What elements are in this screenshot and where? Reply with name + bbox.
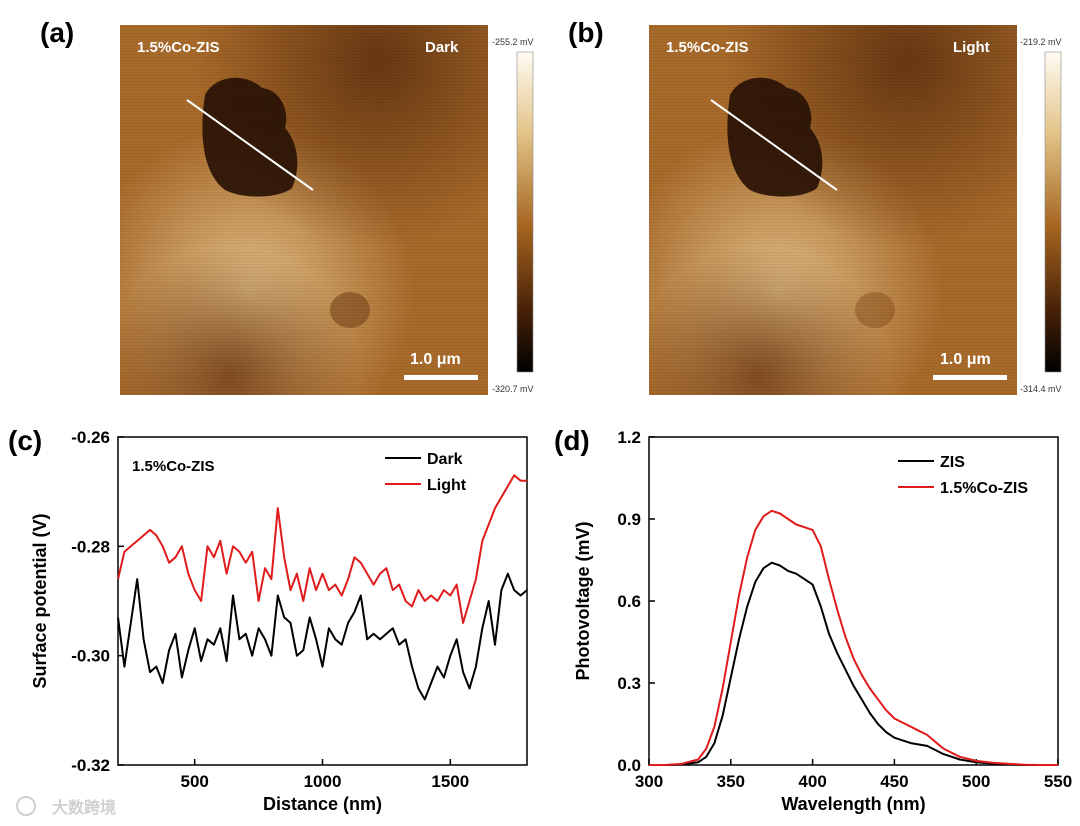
y-axis-title: Surface potential (V) [30, 513, 50, 688]
watermark-logo-icon [16, 796, 36, 816]
y-tick-label: 0.3 [617, 674, 641, 693]
x-tick-label: 1000 [304, 772, 342, 791]
colorbar-gradient-a [516, 51, 534, 373]
y-tick-label: 0.9 [617, 510, 641, 529]
chart-surface-potential: 500 1000 1500 -0.32 -0.30 -0.28 -0.26 Distance … [30, 428, 528, 814]
legend-label: ZIS [940, 454, 965, 471]
watermark-text: 大数跨境 [52, 798, 116, 817]
x-axis-title: Wavelength (nm) [781, 794, 925, 814]
y-axis-title: Photovoltage (mV) [573, 521, 593, 680]
y-tick-label: -0.30 [71, 647, 110, 666]
legend-label: Dark [427, 451, 463, 468]
panel-b-label: (b) [568, 17, 604, 48]
scale-bar-b [933, 375, 1007, 380]
legend-label: Light [427, 477, 467, 494]
chart-annotation: 1.5%Co-ZIS [132, 458, 215, 475]
x-tick-label: 400 [798, 772, 826, 791]
scan-lines-b [649, 25, 1017, 395]
y-tick-label: 1.2 [617, 428, 641, 447]
x-tick-label: 1500 [431, 772, 469, 791]
colorbar-max-a: -255.2 mV [492, 37, 534, 47]
afm-image-b: 1.5%Co-ZIS Light 1.0 μm [649, 25, 1017, 395]
x-axis-title: Distance (nm) [263, 794, 382, 814]
sample-label-a: 1.5%Co-ZIS [137, 39, 220, 56]
y-tick-label: -0.28 [71, 537, 110, 556]
x-tick-label: 500 [962, 772, 990, 791]
series-line-1-5-co-zis [649, 509, 1058, 766]
legend-label: 1.5%Co-ZIS [940, 480, 1028, 497]
scale-bar-label-a: 1.0 μm [410, 351, 461, 368]
x-tick-label: 300 [635, 772, 663, 791]
colorbar-min-b: -314.4 mV [1020, 384, 1062, 394]
sample-label-b: 1.5%Co-ZIS [666, 39, 749, 56]
colorbar-min-a: -320.7 mV [492, 384, 534, 394]
colorbar-gradient-b [1044, 51, 1062, 373]
x-tick-label: 450 [880, 772, 908, 791]
y-tick-label: 0.6 [617, 592, 641, 611]
panel-d-label: (d) [554, 425, 590, 456]
y-tick-label: -0.26 [71, 428, 110, 447]
chart-photovoltage: 300 350 400 450 500 550 0.0 0.3 0.6 0.9 1.2 Wavelen… [573, 428, 1072, 814]
scale-bar-label-b: 1.0 μm [940, 351, 991, 368]
y-tick-label: 0.0 [617, 756, 641, 775]
series-line-zis [649, 561, 1058, 766]
scan-lines-a [120, 25, 488, 395]
profile-line-b [710, 99, 838, 191]
afm-image-a: 1.5%Co-ZIS Dark 1.0 μm [120, 25, 488, 395]
colorbar-a: -255.2 mV -320.7 mV [492, 37, 534, 394]
panel-c-label: (c) [8, 425, 42, 456]
x-tick-label: 550 [1044, 772, 1072, 791]
series-line-light [117, 474, 527, 624]
colorbar-max-b: -219.2 mV [1020, 37, 1062, 47]
x-tick-label: 350 [717, 772, 745, 791]
condition-label-a: Dark [425, 39, 459, 56]
colorbar-b: -219.2 mV -314.4 mV [1020, 37, 1062, 394]
x-tick-label: 500 [181, 772, 209, 791]
y-tick-label: -0.32 [71, 756, 110, 775]
condition-label-b: Light [953, 39, 990, 56]
scale-bar-a [404, 375, 478, 380]
series-line-dark [117, 572, 528, 701]
profile-line-a [186, 99, 314, 191]
panel-a-label: (a) [40, 17, 74, 48]
